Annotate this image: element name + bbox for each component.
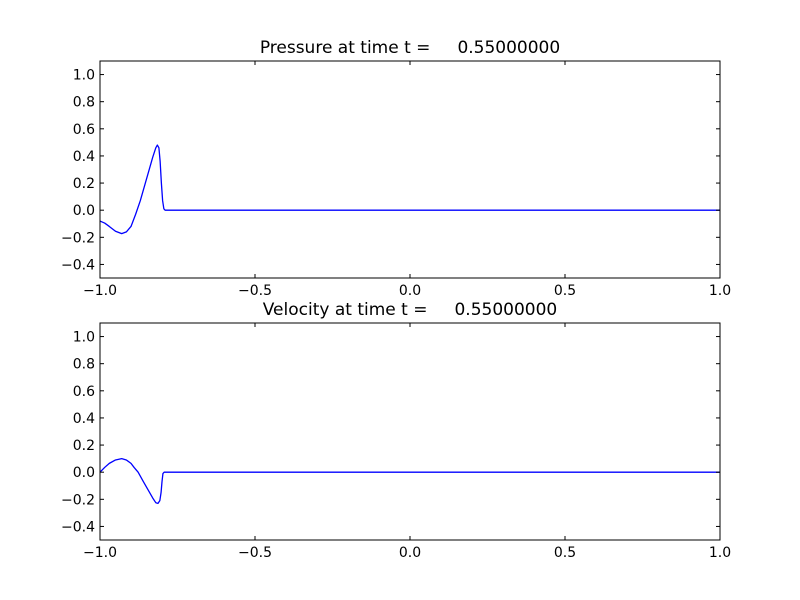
subplot-pressure: −1.0 −0.5 0.0 0.5 1.0 −0.4 −0.2 0.0 0.2 0.4 0.6 0.8… (61, 38, 731, 299)
y-tick-label: −0.2 (61, 230, 95, 246)
y-tick-label: 0.0 (73, 465, 95, 481)
y-tick-label: 0.6 (73, 122, 95, 138)
y-tick-label: 1.0 (73, 68, 95, 84)
y-tick-label: 0.2 (73, 176, 95, 192)
x-tick-label: 1.0 (709, 545, 731, 561)
subplot-velocity: −1.0 −0.5 0.0 0.5 1.0 −0.4 −0.2 0.0 0.2 0.4 0.6 0.8… (61, 300, 731, 561)
y-tick-label: 1.0 (73, 330, 95, 346)
y-tick-label: 0.4 (73, 149, 95, 165)
y-tick-label: −0.4 (61, 519, 95, 535)
x-tick-label: 0.5 (554, 545, 576, 561)
x-tick-label: −1.0 (83, 545, 117, 561)
axes-frame (99, 322, 721, 541)
x-tick-label: 0.0 (399, 283, 421, 299)
x-tick-label: 1.0 (709, 283, 731, 299)
x-tick-label: 0.5 (554, 283, 576, 299)
x-tick-label: −0.5 (238, 545, 272, 561)
axes-frame (99, 60, 721, 279)
y-tick-label: 0.2 (73, 438, 95, 454)
x-tick-label: −0.5 (238, 283, 272, 299)
y-tick-label: 0.8 (73, 95, 95, 111)
y-tick-label: −0.4 (61, 257, 95, 273)
y-tick-label: 0.0 (73, 203, 95, 219)
y-tick-label: 0.6 (73, 384, 95, 400)
y-tick-label: −0.2 (61, 492, 95, 508)
pressure-line (100, 144, 720, 235)
chart-title: Velocity at time t = 0.55000000 (263, 300, 557, 320)
y-tick-label: 0.8 (73, 357, 95, 373)
x-tick-label: 0.0 (399, 545, 421, 561)
x-tick-label: −1.0 (83, 283, 117, 299)
velocity-line (100, 457, 720, 505)
y-tick-label: 0.4 (73, 411, 95, 427)
chart-title: Pressure at time t = 0.55000000 (260, 38, 560, 58)
